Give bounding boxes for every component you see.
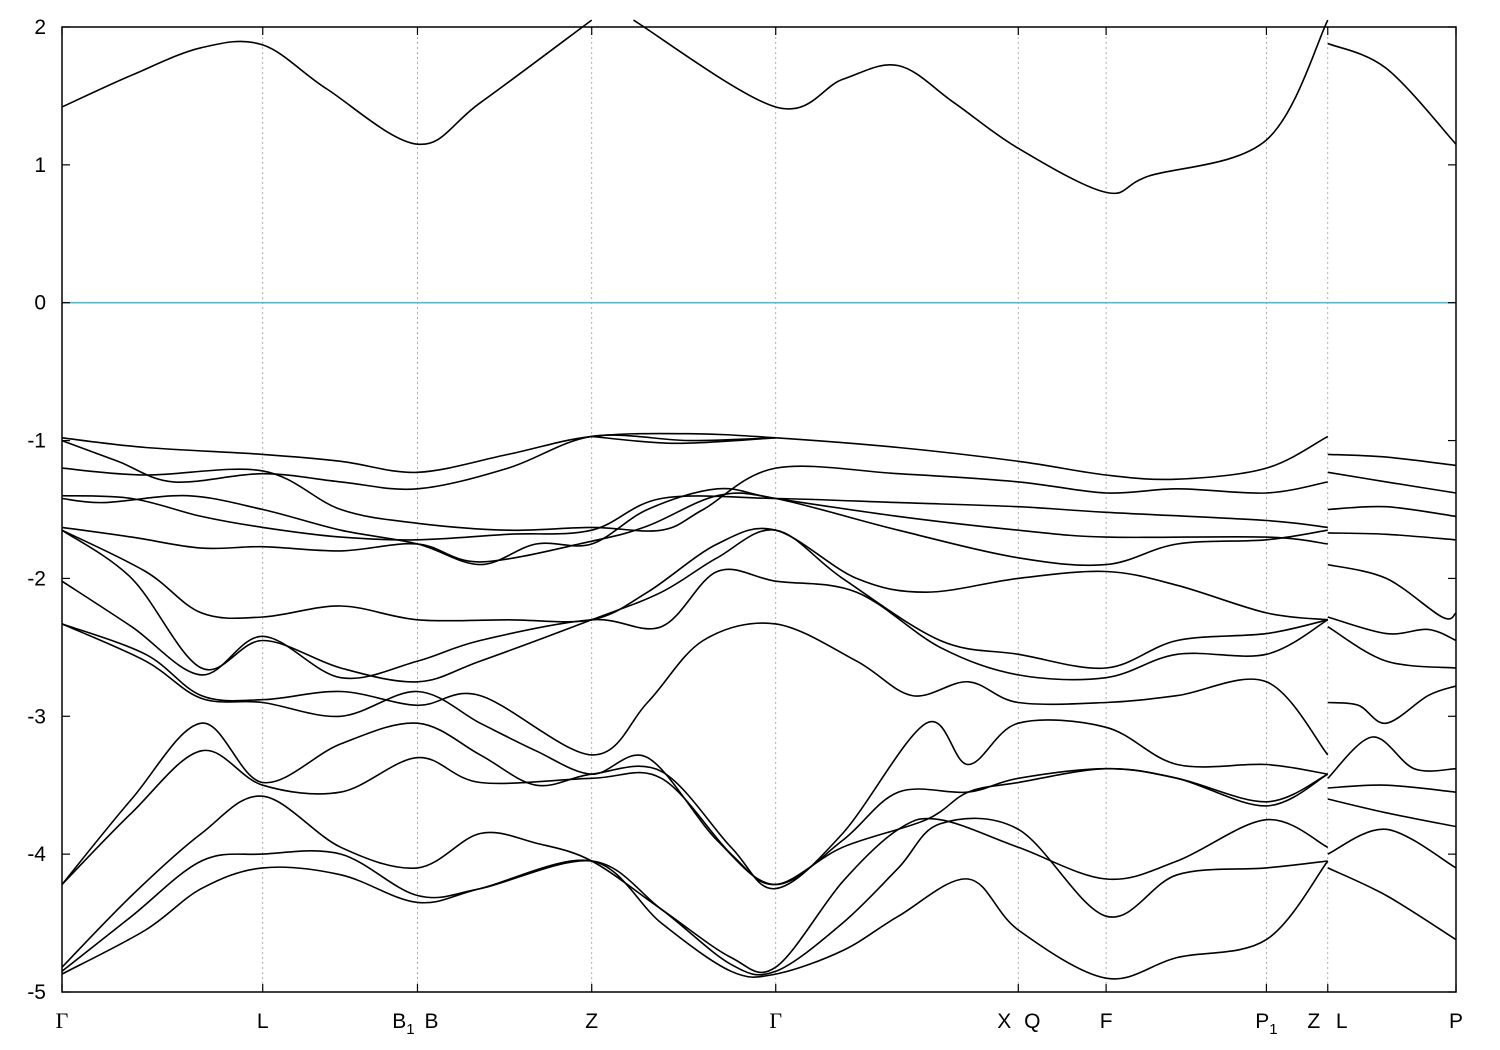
kpoint-grid-lines [262,27,1329,992]
band-line-20 [61,859,1329,980]
band-line-7 [61,465,1328,532]
band-line-19 [61,817,1328,976]
kpoint-label: L [257,1010,269,1033]
y-axis-ticks: -5 -4 -3 -2 -1 0 1 2 [27,16,1456,1004]
kpoint-label: Γ [769,1008,782,1033]
band-line-18 [61,795,1329,974]
band-line-5 [61,434,776,491]
band-line-15 [61,623,1329,886]
band-line-9 [61,487,1328,566]
band-line-16 [61,719,1328,890]
band-line-33 [1327,867,1457,941]
band-line-29 [1327,736,1457,779]
band-line-11 [61,527,1328,623]
kpoint-label: P [1449,1010,1463,1033]
band-line-27 [1327,626,1457,669]
band-line-12 [61,529,1328,683]
kpoint-label-subscript: 1 [1269,1021,1277,1038]
band-line-3 [1327,42,1457,145]
band-line-25 [1327,563,1457,620]
band-line-14 [61,622,1329,756]
band-line-4 [61,432,1329,481]
kpoint-label-subscript: 1 [406,1021,414,1038]
x-axis-kpoint-labels: Γ PL B1 B Z Γ X Q F P1 Z L [56,27,1463,1038]
kpoint-label: B1 [392,1010,414,1038]
kpoint-label: Γ [56,1008,69,1033]
band-line-26 [1327,616,1457,642]
band-line-8 [61,494,1328,541]
y-tick-label: -3 [27,705,46,728]
y-tick-label: -5 [27,981,46,1004]
y-tick-label: -2 [27,567,46,590]
band-line-24 [1327,532,1457,541]
kpoint-label: P1 [1255,1010,1277,1038]
band-line-31 [1327,798,1457,828]
kpoint-label: B [424,1010,438,1033]
y-tick-label: 1 [34,154,46,177]
band-line-2 [633,19,1329,195]
kpoint-label: X [997,1010,1011,1033]
band-line-1 [61,19,593,146]
band-line-28 [1327,685,1457,725]
band-lines [61,19,1457,980]
band-line-32 [1327,828,1457,869]
band-line-30 [1327,784,1457,793]
band-line-23 [1327,505,1457,518]
kpoint-label: Q [1024,1010,1040,1033]
kpoint-label: Z [1307,1010,1320,1033]
y-tick-label: -1 [27,430,46,453]
band-line-13 [61,568,1329,681]
plot-frame [61,26,1457,993]
kpoint-label: L [1336,1010,1348,1033]
band-line-6 [591,435,776,445]
y-tick-label: -4 [27,843,46,866]
kpoint-label: Z [585,1010,598,1033]
kpoint-label: F [1100,1010,1113,1033]
y-tick-label: 0 [34,292,46,315]
band-line-17 [61,749,1329,886]
y-tick-label: 2 [34,16,46,39]
band-line-10 [61,492,1328,567]
band-line-22 [1327,471,1457,494]
band-line-21 [1327,453,1457,467]
